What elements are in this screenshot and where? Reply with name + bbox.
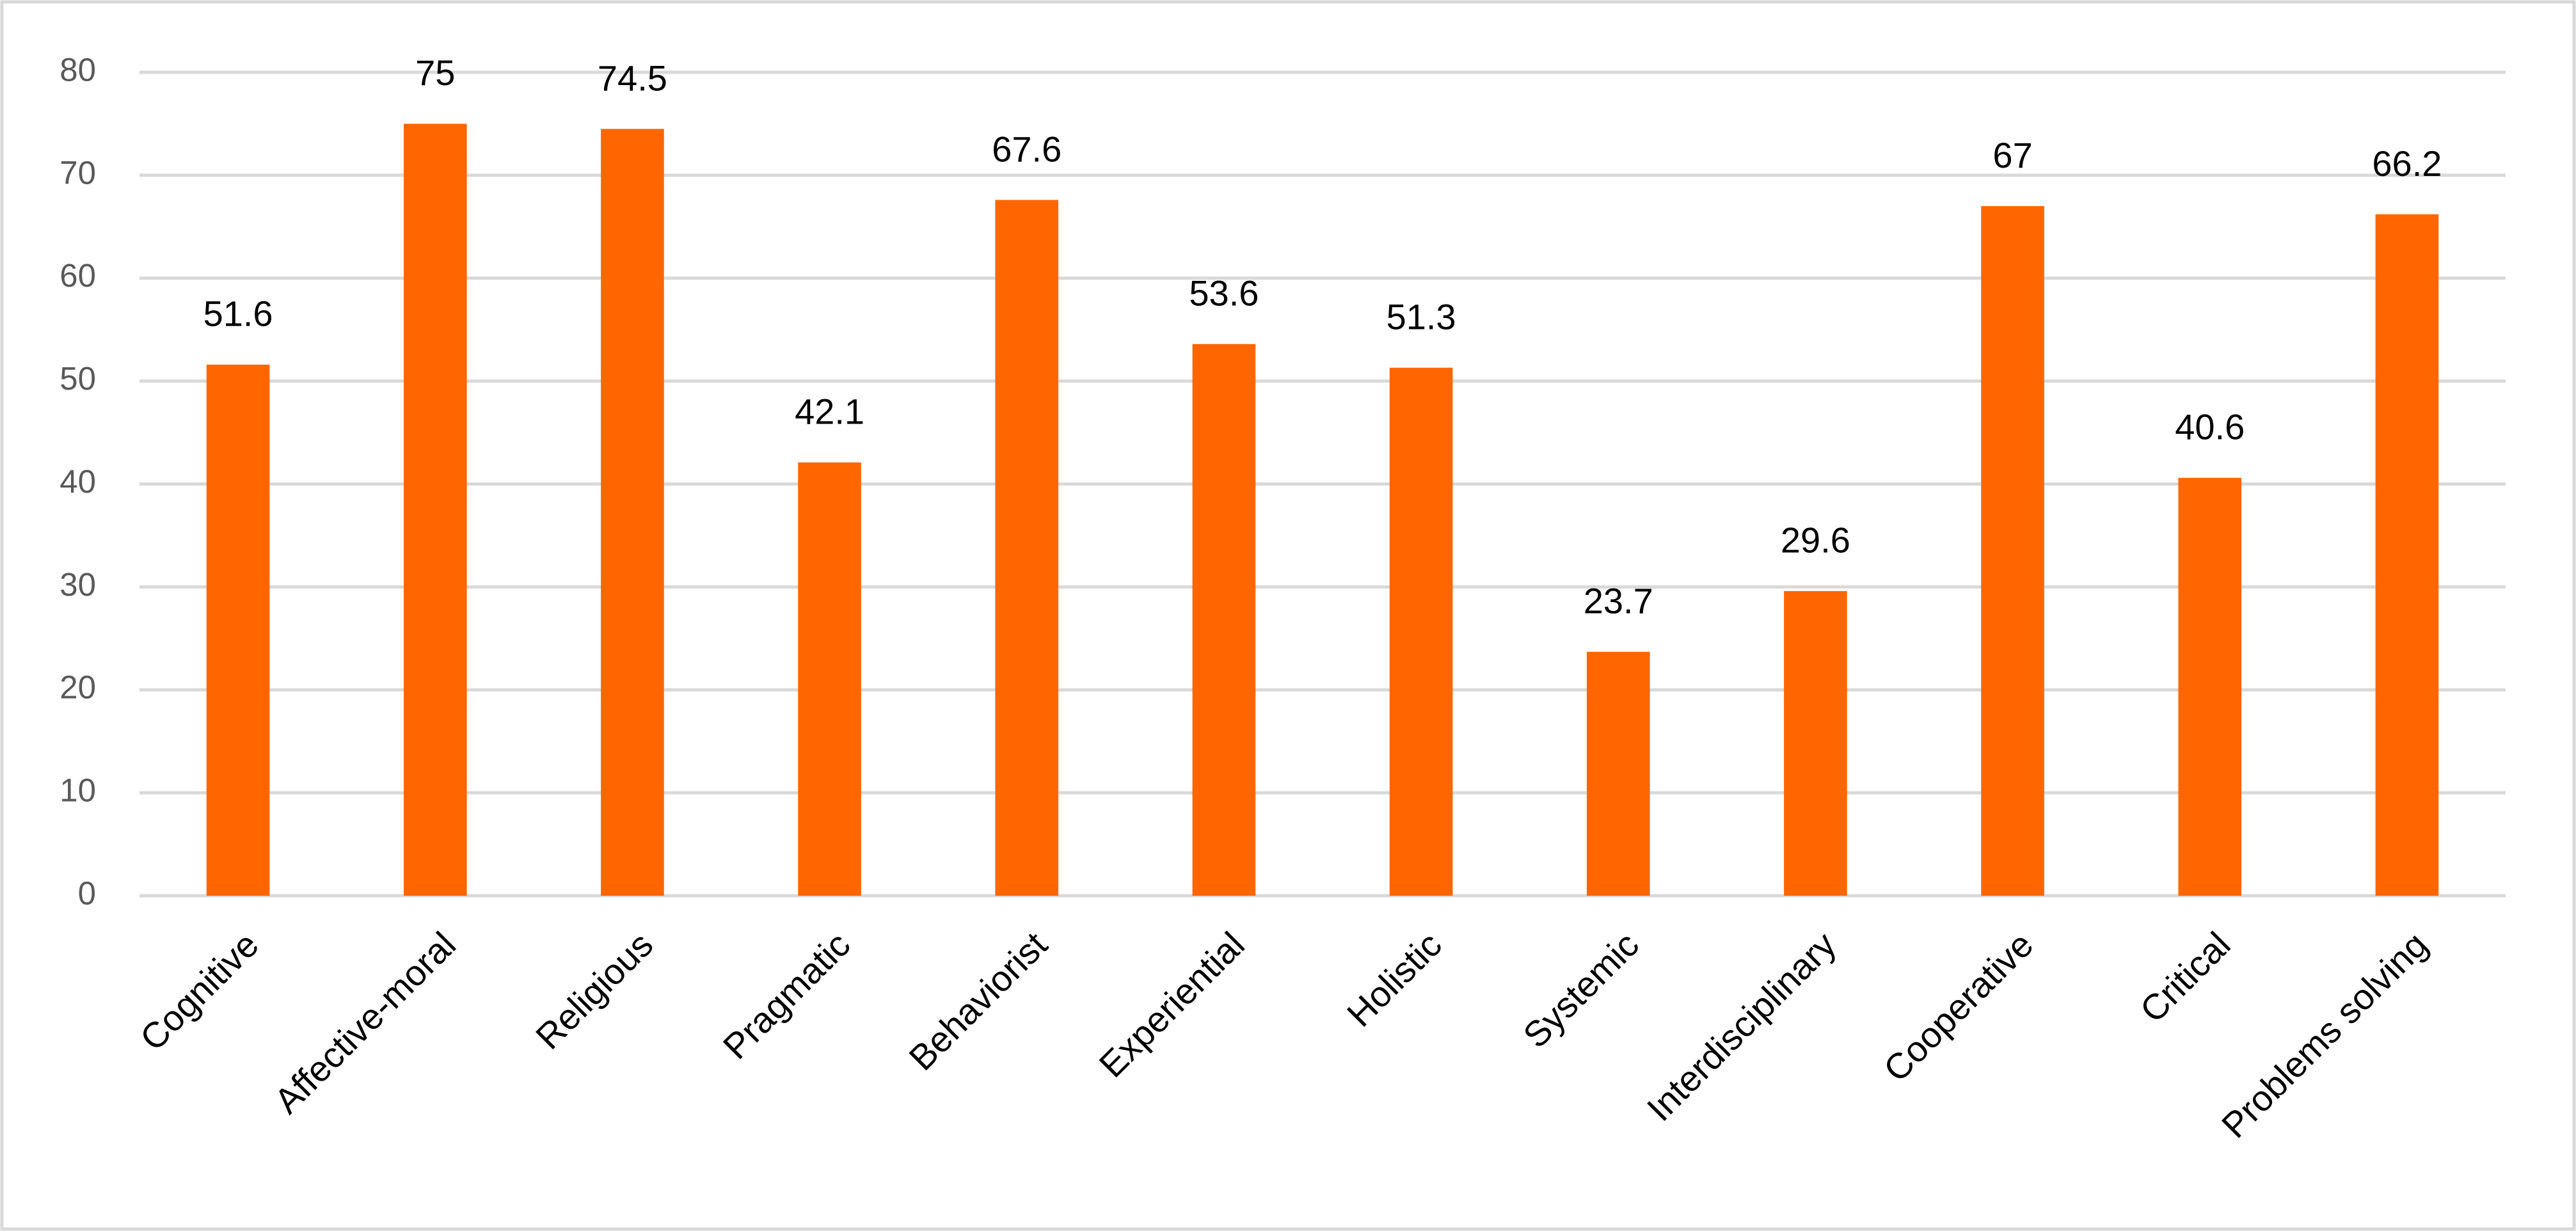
value-label: 29.6 xyxy=(1781,520,1850,560)
y-tick-label: 10 xyxy=(60,772,96,809)
value-label: 51.6 xyxy=(203,294,273,334)
bar xyxy=(2375,214,2439,896)
y-tick-label: 80 xyxy=(60,51,96,88)
bar xyxy=(995,200,1059,896)
y-tick-label: 60 xyxy=(60,257,96,294)
value-label: 51.3 xyxy=(1387,297,1456,337)
bar xyxy=(798,462,861,896)
y-tick-label: 30 xyxy=(60,566,96,603)
value-label: 23.7 xyxy=(1584,581,1653,621)
value-label: 74.5 xyxy=(598,58,667,98)
y-tick-label: 50 xyxy=(60,360,96,397)
bar xyxy=(206,364,270,896)
bar xyxy=(1389,367,1453,896)
bar xyxy=(403,123,467,896)
bar xyxy=(2178,477,2242,896)
bar xyxy=(1192,344,1256,896)
y-tick-label: 40 xyxy=(60,463,96,500)
value-label: 53.6 xyxy=(1189,273,1259,314)
bar xyxy=(1784,591,1847,896)
value-label: 42.1 xyxy=(795,392,864,432)
value-label: 66.2 xyxy=(2372,143,2442,184)
y-tick-label: 70 xyxy=(60,154,96,191)
y-tick-label: 20 xyxy=(60,669,96,706)
value-label: 75 xyxy=(415,52,455,93)
value-label: 67.6 xyxy=(992,129,1061,169)
y-tick-label: 0 xyxy=(78,875,96,911)
value-label: 40.6 xyxy=(2175,407,2245,447)
bar xyxy=(1981,206,2044,896)
bar xyxy=(1586,651,1650,896)
value-label: 67 xyxy=(1992,135,2032,175)
bar xyxy=(601,129,664,896)
